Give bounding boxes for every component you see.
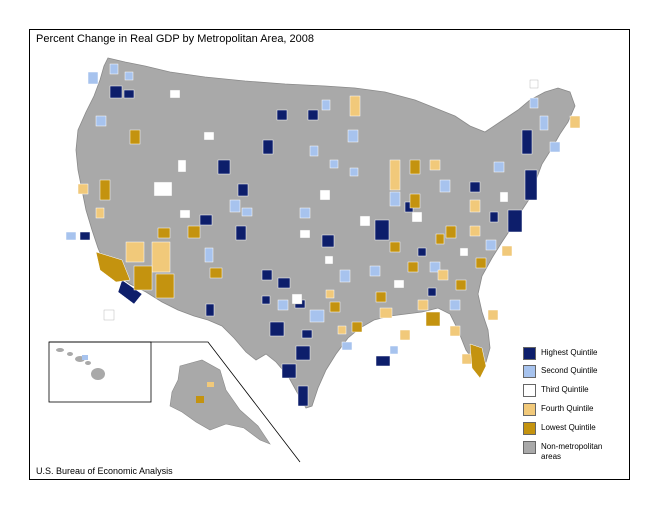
source-note: U.S. Bureau of Economic Analysis [36, 466, 173, 476]
hawaii-metro [82, 355, 88, 360]
legend-swatch-second [523, 365, 536, 378]
legend-swatch-third [523, 384, 536, 397]
legend-label-lowest: Lowest Quintile [541, 423, 596, 432]
metro-areas [65, 63, 581, 407]
legend-label-third: Third Quintile [541, 385, 589, 394]
alaska-metro-1 [207, 382, 214, 387]
hawaii-inset-box [48, 341, 152, 403]
legend-swatch-nonmetro [523, 441, 536, 454]
legend-swatch-highest [523, 347, 536, 360]
legend-swatch-fourth [523, 403, 536, 416]
legend-label-nonmetro: Non-metropolitan areas [541, 442, 603, 461]
alaska-metro-2 [196, 396, 204, 403]
hawaii-shape [56, 348, 105, 380]
legend-label-fourth: Fourth Quintile [541, 404, 594, 413]
alaska-shape [169, 359, 271, 445]
legend-swatch-lowest [523, 422, 536, 435]
us-metro-map [48, 57, 581, 463]
legend-label-highest: Highest Quintile [541, 348, 598, 357]
legend-label-second: Second Quintile [541, 366, 598, 375]
map-title: Percent Change in Real GDP by Metropolit… [36, 33, 315, 45]
